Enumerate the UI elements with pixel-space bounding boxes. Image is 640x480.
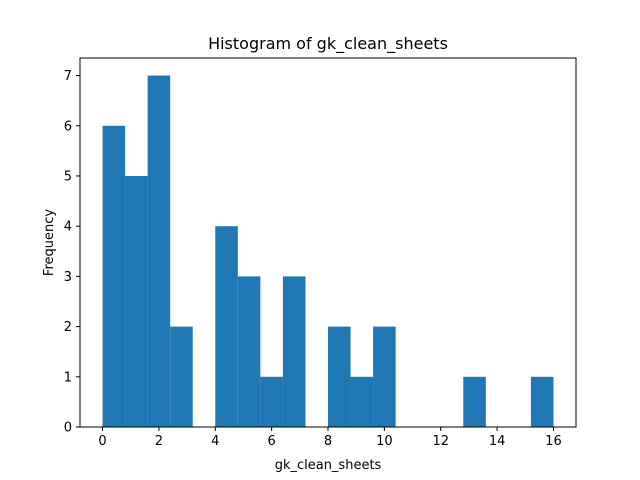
x-tick-label: 4 (211, 434, 219, 449)
x-tick-label: 10 (376, 434, 393, 449)
x-axis-label: gk_clean_sheets (275, 458, 382, 473)
histogram-bar (282, 276, 306, 427)
bars-group (102, 75, 554, 428)
histogram-bar (463, 376, 486, 427)
x-tick-label: 16 (545, 434, 562, 449)
histogram-bar (237, 276, 261, 427)
y-tick-label: 5 (64, 169, 72, 184)
histogram-bar (147, 75, 171, 428)
x-tick-label: 0 (98, 434, 106, 449)
histogram-bar (125, 175, 148, 427)
histogram-bar (350, 376, 374, 427)
y-tick-label: 6 (64, 119, 72, 134)
histogram-bar (215, 226, 238, 427)
y-ticks-group: 0 1 2 3 4 5 6 7 (64, 69, 80, 436)
y-tick-label: 3 (64, 270, 72, 285)
x-ticks-group: 0 2 4 6 8 10 12 14 16 (98, 427, 562, 449)
plot-area-frame (79, 57, 577, 428)
y-tick-label: 7 (64, 69, 72, 84)
x-tick-label: 6 (267, 434, 275, 449)
y-tick-label: 4 (64, 220, 72, 235)
y-tick-label: 0 (64, 421, 72, 436)
histogram-bar (373, 326, 396, 427)
x-tick-label: 2 (155, 434, 163, 449)
y-tick-label: 1 (64, 370, 72, 385)
y-tick-label: 2 (64, 320, 72, 335)
x-tick-label: 8 (324, 434, 332, 449)
x-tick-label: 14 (489, 434, 506, 449)
histogram-bar (260, 376, 283, 427)
histogram-bar (530, 376, 554, 427)
histogram-bar (170, 326, 193, 427)
x-tick-label: 12 (432, 434, 449, 449)
histogram-bar (102, 125, 126, 427)
histogram-bar (328, 326, 351, 427)
y-axis-label: Frequency (42, 209, 57, 276)
chart-title: Histogram of gk_clean_sheets (208, 34, 448, 54)
